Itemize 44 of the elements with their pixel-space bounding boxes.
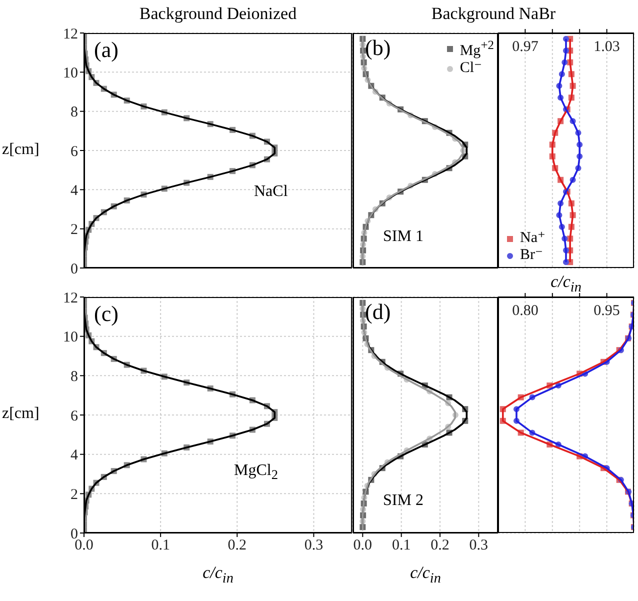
annotation: SIM 2 <box>383 492 424 510</box>
annotation: NaCl <box>254 183 288 201</box>
x-axis-title: c/c$_{in}$ <box>409 563 442 588</box>
x-tick-label: 0.80 <box>512 303 538 319</box>
y-tick-label: 4 <box>70 182 78 199</box>
legend-label: Cl⁻ <box>460 60 482 77</box>
y-tick-label: 8 <box>70 104 78 121</box>
x-tick-label: 0.97 <box>512 39 539 55</box>
x-tick-label: 0.2 <box>228 538 247 554</box>
annotation: MgCl$_{2}$ <box>234 462 278 484</box>
x-tick-label: 0.2 <box>430 538 450 554</box>
annotation: (b) <box>365 35 391 61</box>
y-tick-label: 12 <box>63 290 78 306</box>
x-tick-label: 1.03 <box>594 39 620 55</box>
y-tick-label: 8 <box>70 368 78 385</box>
x-axis-title: c/c$_{in}$ <box>202 563 234 588</box>
annotation: (d) <box>365 299 391 325</box>
x-tick-label: 0.1 <box>392 538 411 554</box>
x-tick-label: 0.95 <box>594 303 620 319</box>
legend-label: Br⁻ <box>520 247 543 264</box>
annotation: (a) <box>94 37 118 63</box>
y-tick-label: 4 <box>70 448 78 464</box>
y-tick-label: 6 <box>70 144 78 160</box>
chart-title: Background NaBr <box>430 4 557 24</box>
x-axis-title: c/c$_{in}$ <box>550 272 582 296</box>
y-tick-label: 2 <box>70 486 78 503</box>
x-tick-label: 0.0 <box>74 538 94 554</box>
y-tick-label: 6 <box>70 408 78 424</box>
x-tick-label: 0.3 <box>469 538 488 554</box>
y-tick-label: 12 <box>63 26 78 42</box>
y-tick-label: 10 <box>63 65 78 82</box>
legend-label: Mg$^{+2}$ <box>460 37 494 60</box>
x-tick-label: 0.3 <box>304 538 324 554</box>
y-tick-label: 10 <box>63 330 78 346</box>
legend-label: Na⁺ <box>520 230 546 247</box>
annotation: SIM 1 <box>383 228 424 246</box>
y-tick-label: 0 <box>70 261 78 278</box>
x-tick-label: 0.0 <box>353 538 372 554</box>
annotation: (c) <box>94 301 118 327</box>
chart-title: Background Deionized <box>138 4 298 24</box>
y-axis-title: z[cm] <box>2 405 40 423</box>
y-tick-label: 2 <box>70 222 78 238</box>
x-tick-label: 0.1 <box>151 538 170 554</box>
y-axis-title: z[cm] <box>2 140 40 158</box>
